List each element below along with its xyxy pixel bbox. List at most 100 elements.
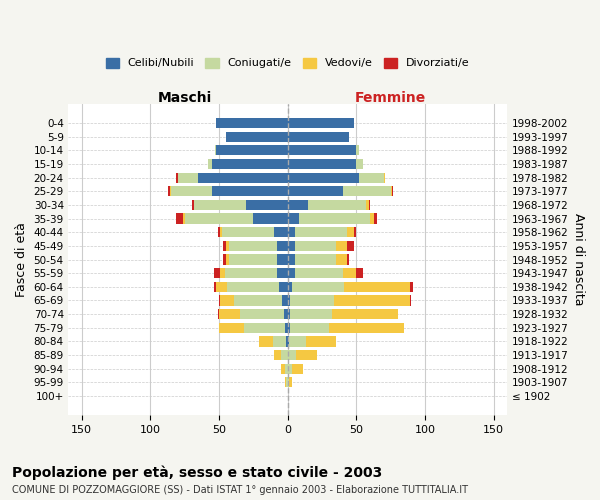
Bar: [329, 322, 404, 333]
Bar: [353, 227, 356, 237]
Bar: [287, 145, 356, 156]
Legend: Celibi/Nubili, Coniugati/e, Vedovi/e, Divorziati/e: Celibi/Nubili, Coniugati/e, Vedovi/e, Di…: [101, 53, 475, 73]
Bar: [287, 377, 289, 388]
Bar: [287, 214, 299, 224]
Bar: [391, 186, 392, 196]
Bar: [287, 336, 289, 346]
Bar: [305, 336, 336, 346]
Bar: [223, 254, 226, 264]
Bar: [212, 159, 287, 169]
Bar: [295, 254, 336, 264]
Bar: [295, 227, 347, 237]
Bar: [285, 364, 287, 374]
Text: COMUNE DI POZZOMAGGIORE (SS) - Dati ISTAT 1° gennaio 2003 - Elaborazione TUTTITA: COMUNE DI POZZOMAGGIORE (SS) - Dati ISTA…: [12, 485, 468, 495]
Bar: [277, 268, 287, 278]
Bar: [287, 186, 343, 196]
Bar: [392, 186, 394, 196]
Bar: [287, 118, 353, 128]
Bar: [208, 159, 212, 169]
Bar: [287, 132, 349, 142]
Bar: [347, 240, 353, 251]
Bar: [347, 254, 349, 264]
Bar: [289, 336, 305, 346]
Bar: [287, 254, 295, 264]
Bar: [219, 296, 220, 306]
Bar: [274, 227, 287, 237]
Bar: [224, 268, 277, 278]
Bar: [247, 200, 287, 210]
Bar: [292, 282, 344, 292]
Bar: [218, 309, 219, 319]
Bar: [214, 268, 220, 278]
Bar: [287, 268, 295, 278]
Bar: [343, 268, 356, 278]
Bar: [334, 296, 410, 306]
Y-axis label: Fasce di età: Fasce di età: [15, 222, 28, 297]
Bar: [286, 336, 287, 346]
Bar: [384, 172, 385, 182]
Bar: [292, 364, 303, 374]
Bar: [290, 322, 329, 333]
Text: Maschi: Maschi: [158, 92, 212, 106]
Bar: [253, 214, 287, 224]
Bar: [277, 254, 287, 264]
Bar: [216, 145, 287, 156]
Bar: [239, 309, 284, 319]
Bar: [410, 282, 413, 292]
Bar: [229, 254, 277, 264]
Bar: [176, 172, 178, 182]
Bar: [227, 282, 280, 292]
Bar: [287, 350, 296, 360]
Bar: [359, 172, 384, 182]
Bar: [295, 240, 336, 251]
Bar: [287, 172, 359, 182]
Bar: [178, 172, 199, 182]
Bar: [356, 268, 363, 278]
Bar: [219, 322, 244, 333]
Bar: [308, 200, 366, 210]
Bar: [259, 336, 272, 346]
Bar: [214, 282, 216, 292]
Bar: [229, 240, 277, 251]
Bar: [215, 145, 216, 156]
Bar: [366, 200, 369, 210]
Bar: [285, 377, 286, 388]
Bar: [212, 186, 287, 196]
Bar: [287, 240, 295, 251]
Bar: [216, 282, 227, 292]
Bar: [287, 322, 290, 333]
Bar: [299, 214, 370, 224]
Bar: [284, 309, 287, 319]
Bar: [285, 322, 287, 333]
Bar: [410, 296, 411, 306]
Bar: [287, 200, 308, 210]
Bar: [286, 377, 287, 388]
Bar: [226, 240, 229, 251]
Bar: [336, 254, 347, 264]
Y-axis label: Anni di nascita: Anni di nascita: [572, 214, 585, 306]
Bar: [272, 336, 286, 346]
Bar: [281, 350, 287, 360]
Bar: [216, 118, 287, 128]
Bar: [194, 200, 247, 210]
Bar: [356, 145, 359, 156]
Bar: [374, 214, 377, 224]
Text: Popolazione per età, sesso e stato civile - 2003: Popolazione per età, sesso e stato civil…: [12, 465, 382, 479]
Bar: [220, 227, 222, 237]
Bar: [290, 309, 332, 319]
Bar: [282, 296, 287, 306]
Bar: [369, 200, 370, 210]
Bar: [226, 254, 229, 264]
Bar: [347, 227, 353, 237]
Bar: [277, 240, 287, 251]
Bar: [287, 309, 290, 319]
Bar: [295, 268, 343, 278]
Text: Femmine: Femmine: [355, 92, 427, 106]
Bar: [343, 186, 391, 196]
Bar: [356, 159, 363, 169]
Bar: [185, 214, 253, 224]
Bar: [287, 159, 356, 169]
Bar: [226, 132, 287, 142]
Bar: [222, 227, 274, 237]
Bar: [290, 296, 334, 306]
